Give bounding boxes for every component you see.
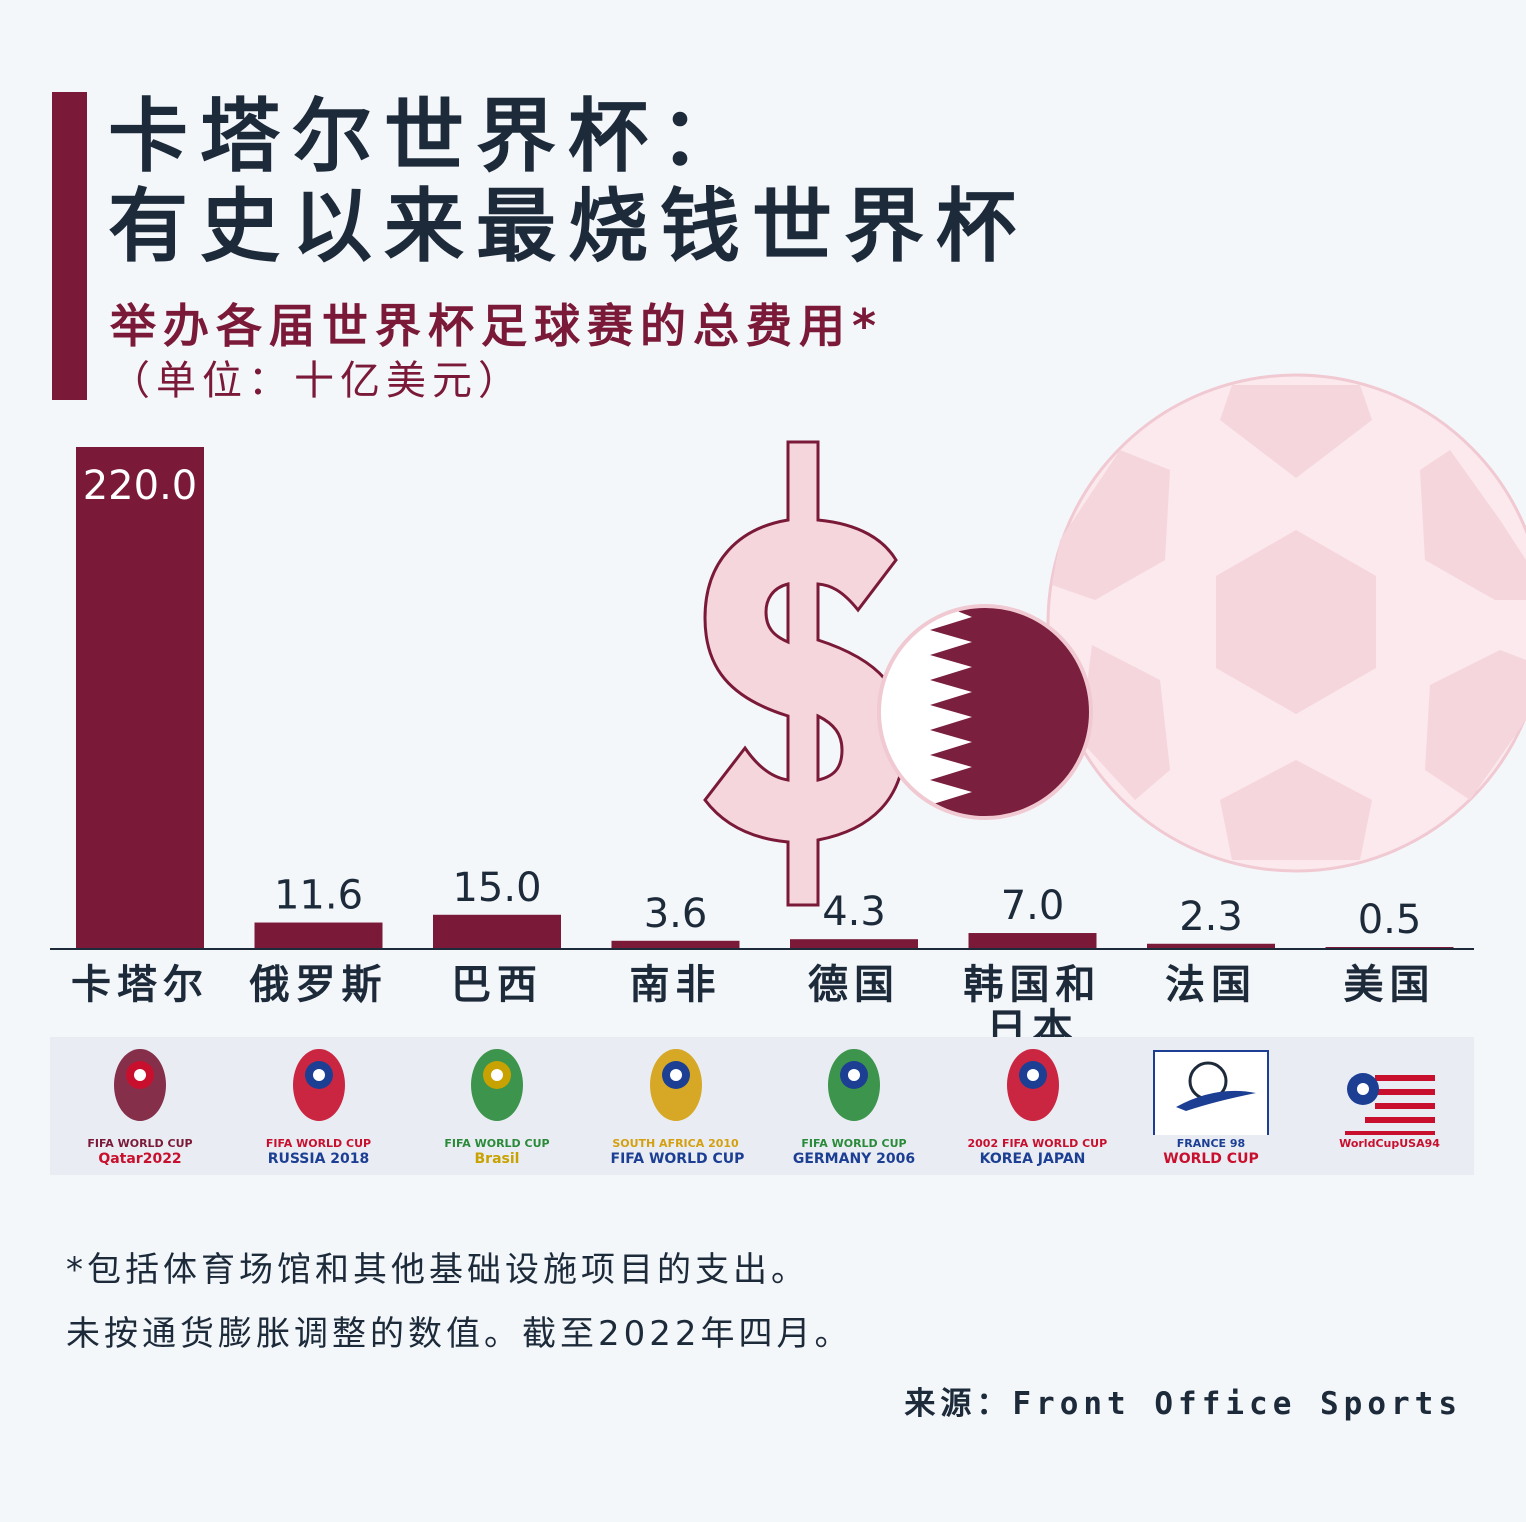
chart-unit: （单位：十亿美元）	[110, 358, 524, 404]
value-label-5: 4.3	[822, 889, 886, 935]
logo-caption-line-1: FIFA WORLD CUP	[87, 1137, 193, 1150]
logo-caption-line-2: FIFA WORLD CUP	[610, 1151, 745, 1167]
logo-caption-line-2: KOREA JAPAN	[979, 1151, 1086, 1167]
logo-caption-line-1: FRANCE 98	[1176, 1137, 1246, 1150]
qatar-2022-logo-icon: FIFA WORLD CUP Qatar2022	[75, 1045, 205, 1171]
bar-5	[790, 939, 918, 949]
bar-1	[76, 447, 204, 949]
footnote-line-2: 未按通货膨胀调整的数值。截至2022年四月。	[66, 1314, 853, 1354]
category-label-4: 南非	[630, 962, 722, 1008]
value-label-6: 7.0	[1001, 883, 1065, 929]
value-label-7: 2.3	[1179, 894, 1243, 940]
bar-4	[611, 940, 740, 949]
value-label-1: 220.0	[83, 463, 198, 509]
category-label-8: 美国	[1344, 962, 1436, 1008]
germany-2006-logo-icon: FIFA WORLD CUP GERMANY 2006	[789, 1045, 919, 1171]
bar-chart: 220.0卡塔尔11.6俄罗斯15.0巴西3.6南非4.3德国7.0韩国和日本2…	[50, 447, 1474, 1050]
bar-7	[1147, 943, 1275, 949]
category-label-7: 法国	[1165, 962, 1257, 1008]
logo-caption-line-1: 2002 FIFA WORLD CUP	[967, 1137, 1108, 1150]
value-label-3: 15.0	[452, 865, 541, 911]
usa-94-logo-icon: WorldCupUSA94	[1325, 1045, 1455, 1171]
category-label-2: 俄罗斯	[249, 962, 388, 1008]
france-98-logo-icon: FRANCE 98 WORLD CUP	[1146, 1045, 1276, 1171]
chart-subtitle: 举办各届世界杯足球赛的总费用*	[110, 299, 884, 353]
logo-caption-line-1: FIFA WORLD CUP	[444, 1137, 550, 1150]
russia-2018-logo-icon: FIFA WORLD CUP RUSSIA 2018	[254, 1045, 384, 1171]
bar-6	[968, 933, 1097, 949]
logo-caption-line-2: Brasil	[474, 1151, 520, 1167]
category-label-5: 德国	[808, 962, 900, 1008]
title-accent-bar	[52, 92, 87, 400]
dollar-sign-icon	[703, 440, 907, 907]
korea-japan-2002-logo-icon: 2002 FIFA WORLD CUP KOREA JAPAN	[967, 1045, 1108, 1171]
title-line-2: 有史以来最烧钱世界杯	[108, 180, 1028, 273]
title-line-1: 卡塔尔世界杯：	[108, 90, 752, 183]
value-label-8: 0.5	[1358, 897, 1422, 943]
logo-caption-line-2: WORLD CUP	[1163, 1151, 1259, 1167]
page-title: 卡塔尔世界杯： 有史以来最烧钱世界杯	[108, 92, 1028, 272]
logo-caption-line-1: SOUTH AFRICA 2010	[612, 1137, 739, 1150]
brasil-2014-logo-icon: FIFA WORLD CUP Brasil	[432, 1045, 562, 1171]
logo-caption-line-2: GERMANY 2006	[792, 1151, 916, 1167]
soccer-ball-icon	[1046, 373, 1526, 873]
south-africa-2010-logo-icon: SOUTH AFRICA 2010 FIFA WORLD CUP	[610, 1045, 745, 1171]
value-label-4: 3.6	[644, 891, 708, 937]
logo-caption-line-2: RUSSIA 2018	[267, 1151, 370, 1167]
category-label-1: 卡塔尔	[71, 962, 209, 1008]
logo-caption-line-1: FIFA WORLD CUP	[801, 1137, 907, 1150]
logo-caption-line-2: Qatar2022	[98, 1151, 182, 1167]
source-credit: 来源：Front Office Sports	[904, 1386, 1462, 1422]
footnote-line-1: *包括体育场馆和其他基础设施项目的支出。	[66, 1250, 809, 1290]
value-label-2: 11.6	[274, 873, 363, 919]
category-label-6-line-1: 韩国和	[964, 962, 1102, 1008]
bar-3	[433, 914, 561, 949]
logo-caption-line-1: FIFA WORLD CUP	[265, 1137, 372, 1150]
qatar-flag-icon	[877, 604, 1093, 820]
category-label-3: 巴西	[451, 962, 543, 1008]
bar-2	[254, 922, 383, 949]
logo-caption-line-1: WorldCupUSA94	[1339, 1137, 1440, 1150]
